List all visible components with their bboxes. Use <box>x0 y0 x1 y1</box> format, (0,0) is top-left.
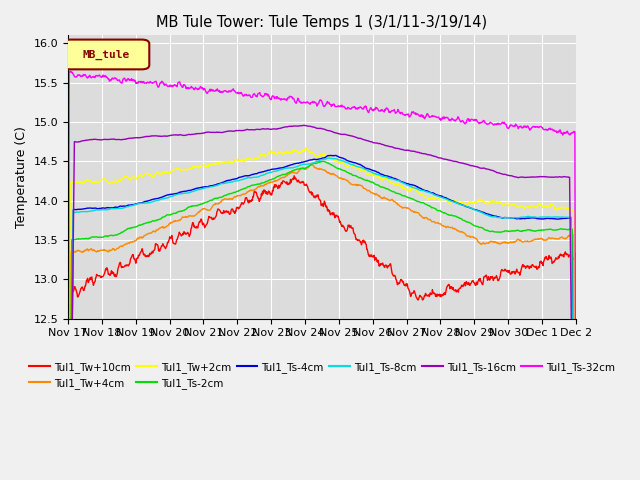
Y-axis label: Temperature (C): Temperature (C) <box>15 126 28 228</box>
Text: MB_tule: MB_tule <box>83 49 130 60</box>
FancyBboxPatch shape <box>63 39 149 69</box>
Title: MB Tule Tower: Tule Temps 1 (3/1/11-3/19/14): MB Tule Tower: Tule Temps 1 (3/1/11-3/19… <box>156 15 488 30</box>
Legend: Tul1_Tw+10cm, Tul1_Tw+4cm, Tul1_Tw+2cm, Tul1_Ts-2cm, Tul1_Ts-4cm, Tul1_Ts-8cm, T: Tul1_Tw+10cm, Tul1_Tw+4cm, Tul1_Tw+2cm, … <box>25 358 619 393</box>
